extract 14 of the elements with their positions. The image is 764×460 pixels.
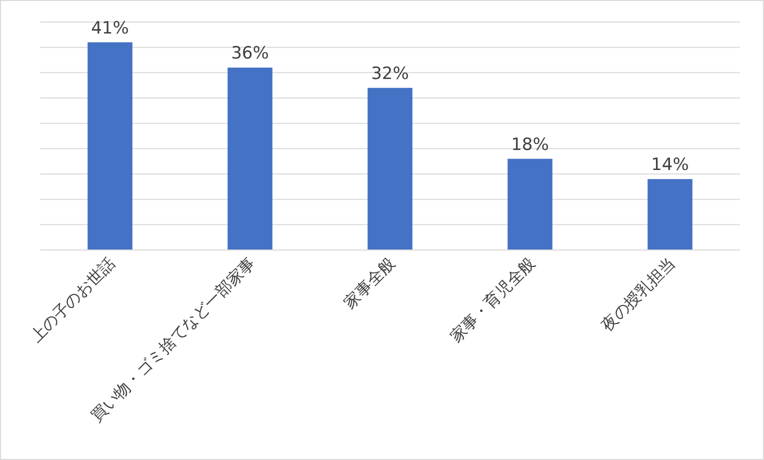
x-tick-label: 上の子のお世話 [26,253,119,346]
bar [88,42,132,250]
data-label: 36% [231,44,269,64]
x-tick-label: 家事全般 [340,253,399,312]
bar [648,179,692,250]
data-label: 18% [511,134,549,155]
bar [508,158,552,250]
data-label: 14% [651,155,689,176]
bar [368,88,412,250]
x-tick-label: 夜の授乳担当 [598,253,679,335]
data-label: 32% [371,64,409,84]
data-label: 41% [91,18,129,38]
x-tick-label: 家事・育児全般 [446,253,539,346]
bar [228,68,272,250]
